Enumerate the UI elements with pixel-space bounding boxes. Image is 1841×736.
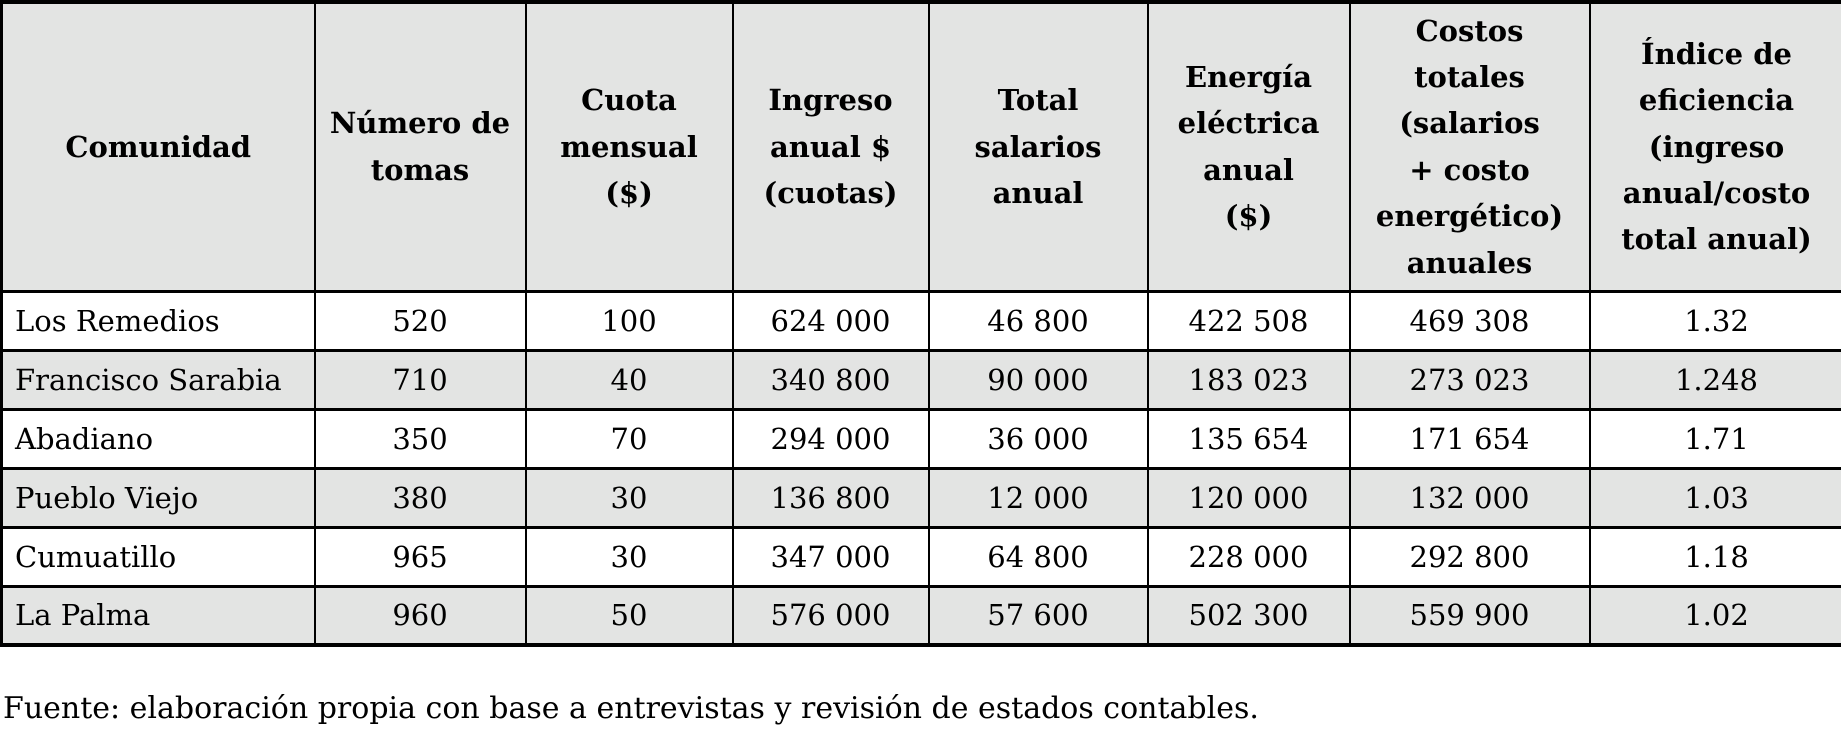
cell-numero-tomas: 965 [314,527,527,588]
cell-costos-totales: 469 308 [1349,291,1591,352]
col-header-indice-eficiencia: Índice de eficiencia (ingreso anual/cost… [1589,2,1841,293]
cell-indice-eficiencia: 1.32 [1589,291,1841,352]
cell-costos-totales: 132 000 [1349,468,1591,529]
table-row-la-palma: La Palma 960 50 576 000 57 600 502 300 5… [1,586,1841,645]
cell-numero-tomas: 960 [314,586,527,645]
cell-ingreso-anual: 340 800 [732,350,930,411]
cell-cuota-mensual: 70 [525,409,734,470]
table-body: Los Remedios 520 100 624 000 46 800 422 … [1,291,1841,645]
cell-comunidad: Francisco Sarabia [1,350,316,411]
cell-numero-tomas: 380 [314,468,527,529]
col-header-costos-totales: Costos totales (salarios + costo energét… [1349,2,1591,293]
cell-total-salarios: 36 000 [928,409,1149,470]
col-header-numero-tomas: Número de tomas [314,2,527,293]
table-row-cumuatillo: Cumuatillo 965 30 347 000 64 800 228 000… [1,527,1841,588]
cell-costos-totales: 292 800 [1349,527,1591,588]
cell-costos-totales: 171 654 [1349,409,1591,470]
cell-total-salarios: 57 600 [928,586,1149,645]
communities-finance-table: Comunidad Número de tomas Cuota mensual … [0,0,1841,647]
col-header-total-salarios: Total salarios anual [928,2,1149,293]
cell-energia-electrica: 422 508 [1147,291,1351,352]
cell-comunidad: Cumuatillo [1,527,316,588]
cell-ingreso-anual: 576 000 [732,586,930,645]
cell-comunidad: La Palma [1,586,316,645]
cell-cuota-mensual: 40 [525,350,734,411]
cell-numero-tomas: 710 [314,350,527,411]
cell-ingreso-anual: 136 800 [732,468,930,529]
col-header-ingreso-anual: Ingreso anual $ (cuotas) [732,2,930,293]
cell-cuota-mensual: 30 [525,468,734,529]
cell-cuota-mensual: 100 [525,291,734,352]
cell-total-salarios: 90 000 [928,350,1149,411]
source-note: Fuente: elaboración propia con base a en… [3,691,1259,726]
cell-energia-electrica: 228 000 [1147,527,1351,588]
cell-total-salarios: 64 800 [928,527,1149,588]
cell-comunidad: Pueblo Viejo [1,468,316,529]
cell-total-salarios: 12 000 [928,468,1149,529]
cell-energia-electrica: 135 654 [1147,409,1351,470]
cell-comunidad: Los Remedios [1,291,316,352]
cell-total-salarios: 46 800 [928,291,1149,352]
table-row-francisco-sarabia: Francisco Sarabia 710 40 340 800 90 000 … [1,350,1841,411]
cell-energia-electrica: 120 000 [1147,468,1351,529]
cell-indice-eficiencia: 1.248 [1589,350,1841,411]
cell-numero-tomas: 520 [314,291,527,352]
col-header-cuota-mensual: Cuota mensual ($) [525,2,734,293]
table-row-pueblo-viejo: Pueblo Viejo 380 30 136 800 12 000 120 0… [1,468,1841,529]
table-row-abadiano: Abadiano 350 70 294 000 36 000 135 654 1… [1,409,1841,470]
cell-ingreso-anual: 624 000 [732,291,930,352]
cell-indice-eficiencia: 1.18 [1589,527,1841,588]
cell-cuota-mensual: 50 [525,586,734,645]
cell-ingreso-anual: 347 000 [732,527,930,588]
cell-indice-eficiencia: 1.02 [1589,586,1841,645]
cell-costos-totales: 559 900 [1349,586,1591,645]
col-header-energia-electrica: Energía eléctrica anual ($) [1147,2,1351,293]
cell-comunidad: Abadiano [1,409,316,470]
cell-indice-eficiencia: 1.71 [1589,409,1841,470]
cell-energia-electrica: 502 300 [1147,586,1351,645]
table-header: Comunidad Número de tomas Cuota mensual … [1,2,1841,293]
cell-costos-totales: 273 023 [1349,350,1591,411]
cell-ingreso-anual: 294 000 [732,409,930,470]
cell-numero-tomas: 350 [314,409,527,470]
col-header-comunidad: Comunidad [1,2,316,293]
cell-cuota-mensual: 30 [525,527,734,588]
cell-energia-electrica: 183 023 [1147,350,1351,411]
table-row-los-remedios: Los Remedios 520 100 624 000 46 800 422 … [1,291,1841,352]
cell-indice-eficiencia: 1.03 [1589,468,1841,529]
header-row: Comunidad Número de tomas Cuota mensual … [1,2,1841,293]
